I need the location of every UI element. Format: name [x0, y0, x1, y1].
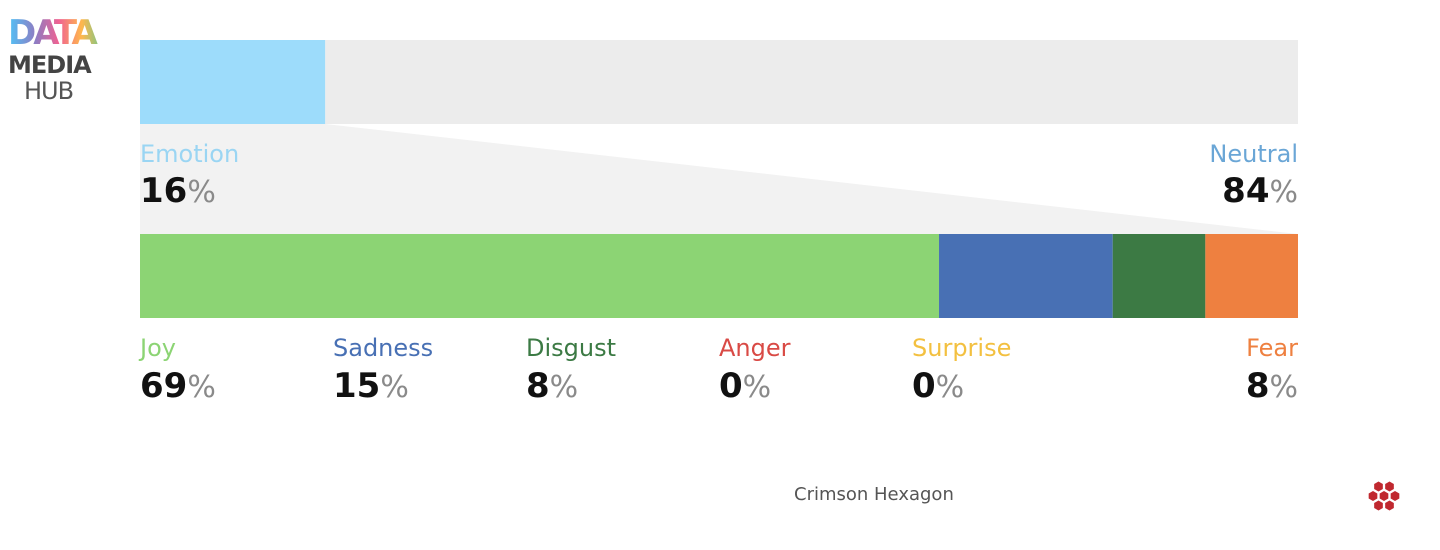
top-bar-segment-neutral [325, 40, 1298, 124]
logo-data-text: DATA [8, 16, 100, 50]
fear-value-number: 8 [1245, 366, 1270, 406]
fear-percent-sign: % [1269, 370, 1298, 405]
disgust-value: 8% [526, 366, 578, 408]
neutral-value: 84% [1222, 171, 1298, 213]
fear-label: Fear [1246, 334, 1298, 362]
hexagon-cluster-icon [1368, 481, 1400, 511]
neutral-value-number: 84 [1222, 171, 1270, 211]
footer-source-text: Crimson Hexagon [794, 484, 954, 505]
logo-hub-text: HUB [24, 77, 74, 105]
neutral-percent-sign: % [1269, 175, 1298, 210]
bottom-bar-segment-disgust [1112, 234, 1206, 318]
bottom-bar-segment-joy [140, 234, 940, 318]
anger-value: 0% [719, 366, 771, 408]
sadness-value: 15% [333, 366, 409, 408]
emotion-percent-sign: % [187, 175, 216, 210]
anger-label: Anger [719, 334, 791, 362]
joy-value-number: 69 [140, 366, 188, 406]
disgust-label: Disgust [526, 334, 617, 362]
disgust-percent-sign: % [549, 370, 579, 405]
logo-media-text: MEDIA [8, 51, 92, 79]
data-media-hub-logo: DATA MEDIA HUB [8, 16, 100, 108]
fear-value: 8% [1246, 366, 1298, 408]
surprise-value-number: 0 [912, 366, 936, 406]
anger-percent-sign: % [742, 370, 772, 405]
anger-value-number: 0 [719, 366, 743, 406]
disgust-value-number: 8 [526, 366, 550, 406]
joy-value: 69% [140, 366, 216, 408]
surprise-value: 0% [912, 366, 964, 408]
bottom-bar-segment-sadness [939, 234, 1113, 318]
sadness-value-number: 15 [333, 366, 381, 406]
surprise-label: Surprise [912, 334, 1012, 362]
joy-label: Joy [140, 334, 176, 362]
neutral-label: Neutral [1209, 140, 1298, 168]
surprise-percent-sign: % [935, 370, 965, 405]
sadness-label: Sadness [333, 334, 434, 362]
emotion-connector-band [140, 124, 1298, 234]
emotion-value-number: 16 [140, 171, 188, 211]
emotion-value: 16% [140, 171, 216, 213]
top-bar-segment-emotion [140, 40, 326, 124]
bottom-bar-segment-fear [1205, 234, 1298, 318]
emotion-label: Emotion [140, 140, 240, 168]
joy-percent-sign: % [187, 370, 216, 405]
sadness-percent-sign: % [380, 370, 409, 405]
